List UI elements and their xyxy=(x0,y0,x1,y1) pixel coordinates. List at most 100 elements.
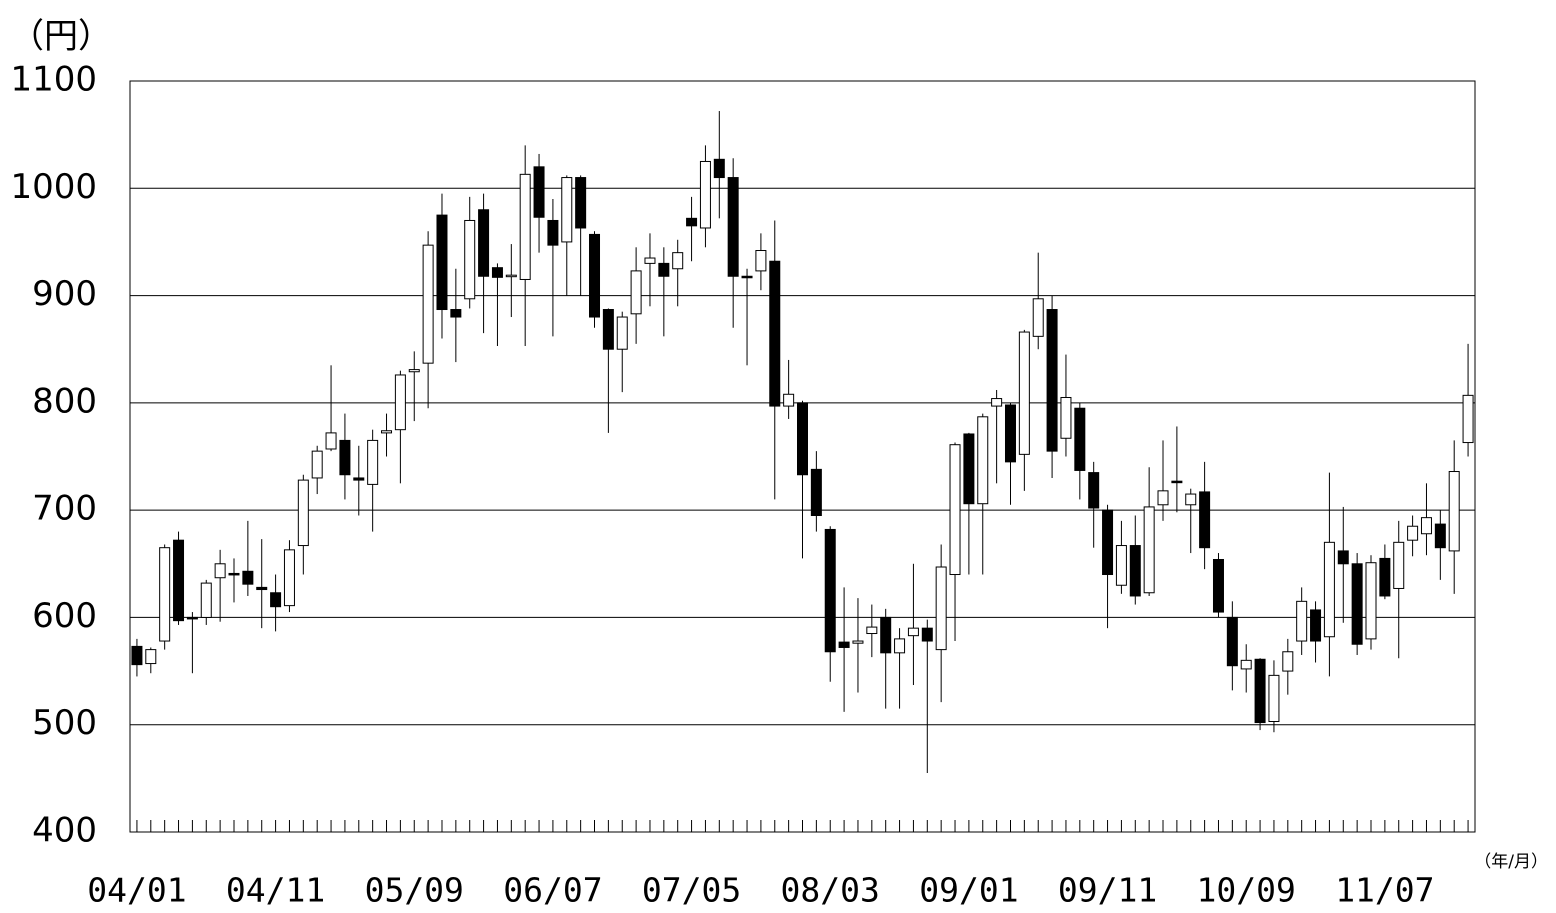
candle-body xyxy=(713,158,725,179)
candle-body xyxy=(1407,525,1419,541)
candle-body xyxy=(616,316,628,350)
x-unit-label: （年/月） xyxy=(1474,852,1548,872)
candle-body xyxy=(394,374,406,431)
candle-body xyxy=(1115,545,1127,586)
candle-body xyxy=(963,433,975,505)
candle-body xyxy=(228,572,240,576)
candle-body xyxy=(824,528,836,653)
candle-body xyxy=(367,439,379,485)
x-tick-label: 10/09 xyxy=(1197,871,1296,910)
candle-body xyxy=(589,233,601,318)
candle-body xyxy=(353,477,365,481)
candle-body xyxy=(810,468,822,517)
x-tick-label: 07/05 xyxy=(642,871,741,910)
candle-body xyxy=(408,369,420,373)
candle-body xyxy=(1448,471,1460,552)
x-tick-label: 09/01 xyxy=(919,871,1018,910)
candle-body xyxy=(991,398,1003,407)
candle-body xyxy=(1282,651,1294,672)
candle-body xyxy=(658,262,670,277)
candle-body xyxy=(547,219,559,246)
candle-body xyxy=(880,616,892,654)
x-tick-label: 04/11 xyxy=(226,871,325,910)
candle-body xyxy=(1337,550,1349,565)
candle-body xyxy=(533,166,545,218)
candle-body xyxy=(575,177,587,229)
x-tick-label: 11/07 xyxy=(1335,871,1434,910)
candle-body xyxy=(422,244,434,364)
y-tick-label: 1000 xyxy=(10,167,97,207)
candle-body xyxy=(145,649,157,665)
candle-body xyxy=(1323,541,1335,638)
candle-body xyxy=(1420,517,1432,535)
candle-body xyxy=(1212,558,1224,613)
candle-body xyxy=(783,393,795,407)
candle-body xyxy=(159,547,171,642)
candle-body xyxy=(672,252,684,270)
y-unit-label: （円） xyxy=(10,17,112,57)
y-tick-label: 1100 xyxy=(10,60,97,100)
candle-body xyxy=(200,582,212,618)
candle-body xyxy=(977,416,989,505)
candle-body xyxy=(727,177,739,277)
candle-body xyxy=(630,270,642,315)
y-tick-label: 900 xyxy=(32,274,97,314)
candle-body xyxy=(1074,407,1086,471)
candle-body xyxy=(256,586,268,591)
candle-body xyxy=(907,627,919,637)
candle-body xyxy=(921,627,933,642)
candle-body xyxy=(339,439,351,476)
candle-body xyxy=(1088,472,1100,509)
y-tick-label: 700 xyxy=(32,489,97,529)
candle-body xyxy=(478,209,490,277)
candle-body xyxy=(1379,557,1391,597)
candle-body xyxy=(1199,491,1211,549)
candle-body xyxy=(436,214,448,311)
candle-body xyxy=(1004,404,1016,463)
candle-body xyxy=(464,219,476,300)
candle-body xyxy=(1296,600,1308,642)
candle-body xyxy=(1462,394,1474,444)
candle-body xyxy=(561,177,573,243)
candle-body xyxy=(935,566,947,651)
candle-body xyxy=(297,479,309,547)
candle-body xyxy=(214,563,226,579)
candle-body xyxy=(311,450,323,479)
candle-body xyxy=(797,402,808,476)
candle-body xyxy=(1226,616,1238,667)
candle-body xyxy=(852,640,864,644)
candle-body xyxy=(1310,609,1322,642)
x-tick-label: 04/01 xyxy=(87,871,186,910)
candle-body xyxy=(1018,331,1030,455)
candle-body xyxy=(1365,562,1377,640)
y-tick-label: 800 xyxy=(32,381,97,421)
candle-body xyxy=(491,267,503,278)
candle-body xyxy=(1351,563,1363,645)
candle-body xyxy=(838,641,850,648)
x-tick-label: 09/11 xyxy=(1058,871,1157,910)
x-tick-label: 08/03 xyxy=(781,871,880,910)
candle-body xyxy=(1060,396,1072,439)
candle-body xyxy=(1046,309,1058,452)
candle-body xyxy=(699,160,711,229)
candle-body xyxy=(131,645,143,666)
x-tick-label: 06/07 xyxy=(503,871,602,910)
candle-body xyxy=(769,260,781,407)
candle-body xyxy=(519,173,531,280)
candle-body xyxy=(325,432,337,450)
candle-body xyxy=(866,626,878,635)
candle-body xyxy=(1434,523,1446,549)
candle-body xyxy=(173,539,185,622)
candle-body xyxy=(741,275,753,279)
y-tick-label: 600 xyxy=(32,596,97,636)
candle-body xyxy=(186,616,198,620)
candle-body xyxy=(283,549,295,607)
candle-body xyxy=(1129,545,1141,597)
candle-body xyxy=(602,309,614,350)
y-tick-label: 500 xyxy=(32,703,97,743)
candle-body xyxy=(1254,658,1266,724)
candle-body xyxy=(1185,493,1197,506)
candle-body xyxy=(1143,506,1155,594)
candle-body xyxy=(242,570,254,585)
candle-body xyxy=(1032,298,1044,337)
